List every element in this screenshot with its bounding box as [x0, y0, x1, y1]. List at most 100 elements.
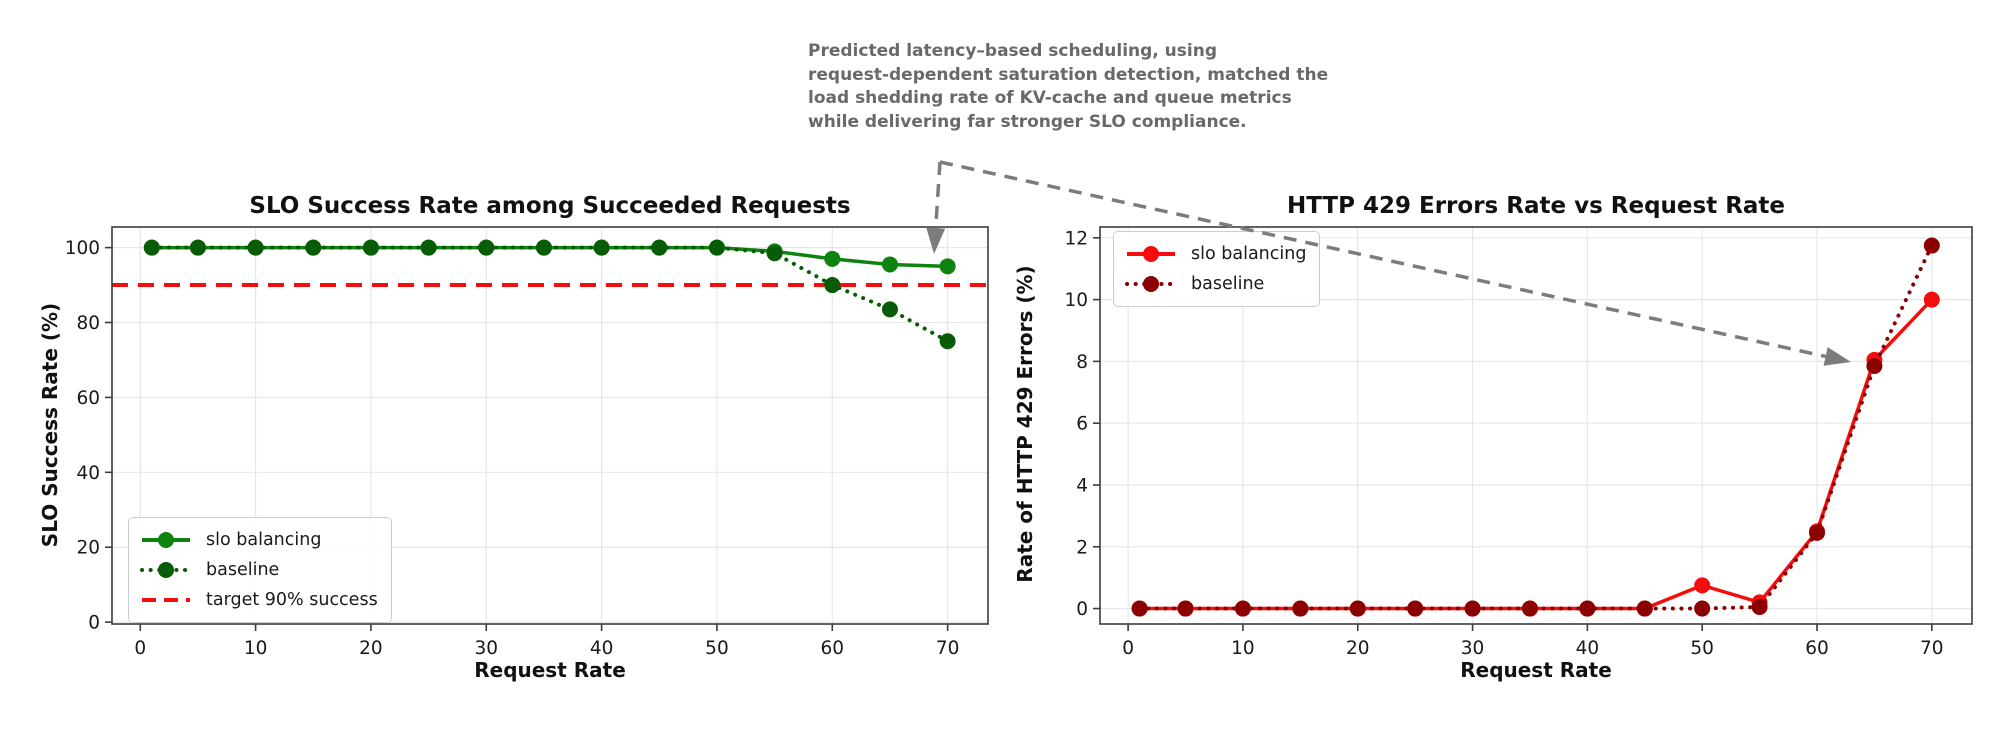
marker-baseline [1521, 600, 1538, 617]
y-tick-label: 80 [76, 313, 100, 334]
legend-item-label: slo balancing [1191, 244, 1307, 264]
x-tick-label: 0 [134, 638, 146, 659]
marker-slo-balancing [1131, 600, 1148, 617]
x-tick-label: 0 [1122, 638, 1134, 659]
marker-slo-balancing [1407, 600, 1424, 617]
marker-slo-balancing [593, 239, 610, 256]
marker-slo-balancing [420, 239, 437, 256]
marker-slo-balancing [1694, 577, 1711, 594]
marker-baseline [708, 239, 725, 256]
marker-slo-balancing [1177, 600, 1194, 617]
x-tick-label: 70 [936, 638, 960, 659]
legend-swatch-solid [142, 532, 190, 548]
legend-marker-sample [1143, 276, 1159, 292]
marker-baseline [478, 239, 495, 256]
left-chart-ylabel: SLO Success Rate (%) [38, 302, 62, 548]
x-tick-label: 40 [1576, 638, 1600, 659]
marker-baseline [1866, 358, 1883, 375]
marker-baseline [535, 239, 552, 256]
series-line-slo-balancing [1139, 298, 1934, 611]
marker-baseline [824, 277, 841, 294]
marker-baseline [1694, 600, 1711, 617]
marker-baseline [881, 301, 898, 318]
marker-slo-balancing [1234, 600, 1251, 617]
x-tick-label: 70 [1920, 638, 1944, 659]
x-tick-label: 60 [821, 638, 845, 659]
annotation-arrowhead [926, 227, 946, 254]
marker-slo-balancing [1866, 351, 1883, 368]
annotation-text: Predicted latency–based scheduling, usin… [808, 41, 1329, 132]
marker-slo-balancing [143, 239, 160, 256]
marker-baseline [420, 239, 437, 256]
x-tick-label: 10 [244, 638, 268, 659]
y-tick-label: 60 [76, 388, 100, 409]
marker-baseline [1923, 237, 1940, 254]
marker-baseline [189, 239, 206, 256]
x-tick-label: 10 [1231, 638, 1255, 659]
marker-slo-balancing [535, 239, 552, 256]
marker-slo-balancing [1923, 291, 1940, 308]
legend-item-label: target 90% success [206, 590, 378, 610]
marker-baseline [143, 239, 160, 256]
x-tick-label: 50 [1690, 638, 1714, 659]
marker-slo-balancing [305, 239, 322, 256]
marker-baseline [1809, 524, 1826, 541]
legend-swatch-solid [1127, 246, 1175, 262]
marker-baseline [1636, 600, 1653, 617]
legend-item-slo-balancing: slo balancing [139, 525, 378, 555]
x-tick-label: 60 [1805, 638, 1829, 659]
marker-baseline [593, 239, 610, 256]
legend-marker-sample [158, 562, 174, 578]
legend-item-baseline: baseline [1124, 269, 1306, 299]
legend-swatch-dotted [140, 562, 192, 578]
marker-slo-balancing [1521, 600, 1538, 617]
marker-baseline [1349, 600, 1366, 617]
marker-slo-balancing [1349, 600, 1366, 617]
marker-slo-balancing [766, 243, 783, 260]
marker-baseline [305, 239, 322, 256]
legend-marker-sample [1143, 246, 1159, 262]
marker-slo-balancing [881, 256, 898, 273]
right-chart-ylabel: Rate of HTTP 429 Errors (%) [1013, 265, 1037, 583]
marker-baseline [362, 239, 379, 256]
marker-slo-balancing [939, 258, 956, 275]
y-tick-label: 40 [76, 463, 100, 484]
legend-item-slo-balancing: slo balancing [1124, 239, 1306, 269]
marker-slo-balancing [1636, 600, 1653, 617]
x-tick-label: 30 [1461, 638, 1485, 659]
x-tick-label: 30 [475, 638, 499, 659]
y-tick-label: 8 [1076, 352, 1088, 373]
annotation-arrow-line [939, 160, 1826, 359]
series-line-slo-balancing [151, 245, 948, 269]
legend-item-label: baseline [206, 560, 280, 580]
x-tick-label: 40 [590, 638, 614, 659]
marker-slo-balancing [708, 239, 725, 256]
marker-baseline [766, 245, 783, 262]
y-tick-label: 0 [1076, 599, 1088, 620]
legend-item-label: baseline [1191, 274, 1265, 294]
x-tick-label: 50 [705, 638, 729, 659]
x-tick-label: 20 [359, 638, 383, 659]
marker-slo-balancing [1809, 523, 1826, 540]
marker-slo-balancing [189, 239, 206, 256]
marker-baseline [247, 239, 264, 256]
marker-slo-balancing [362, 239, 379, 256]
marker-baseline [1579, 600, 1596, 617]
legend-swatch-dashed [142, 598, 190, 602]
marker-slo-balancing [247, 239, 264, 256]
y-tick-label: 2 [1076, 537, 1088, 558]
marker-baseline [1464, 600, 1481, 617]
marker-slo-balancing [1579, 600, 1596, 617]
y-tick-label: 100 [65, 238, 100, 259]
y-tick-label: 0 [88, 613, 100, 634]
x-tick-label: 20 [1346, 638, 1370, 659]
marker-baseline [1131, 600, 1148, 617]
legend-marker-sample [158, 532, 174, 548]
marker-slo-balancing [1292, 600, 1309, 617]
marker-slo-balancing [824, 250, 841, 267]
left-chart-xlabel: Request Rate [474, 658, 626, 682]
y-tick-label: 20 [76, 538, 100, 559]
y-tick-label: 12 [1064, 228, 1088, 249]
left-chart-title: SLO Success Rate among Succeeded Request… [249, 193, 851, 219]
